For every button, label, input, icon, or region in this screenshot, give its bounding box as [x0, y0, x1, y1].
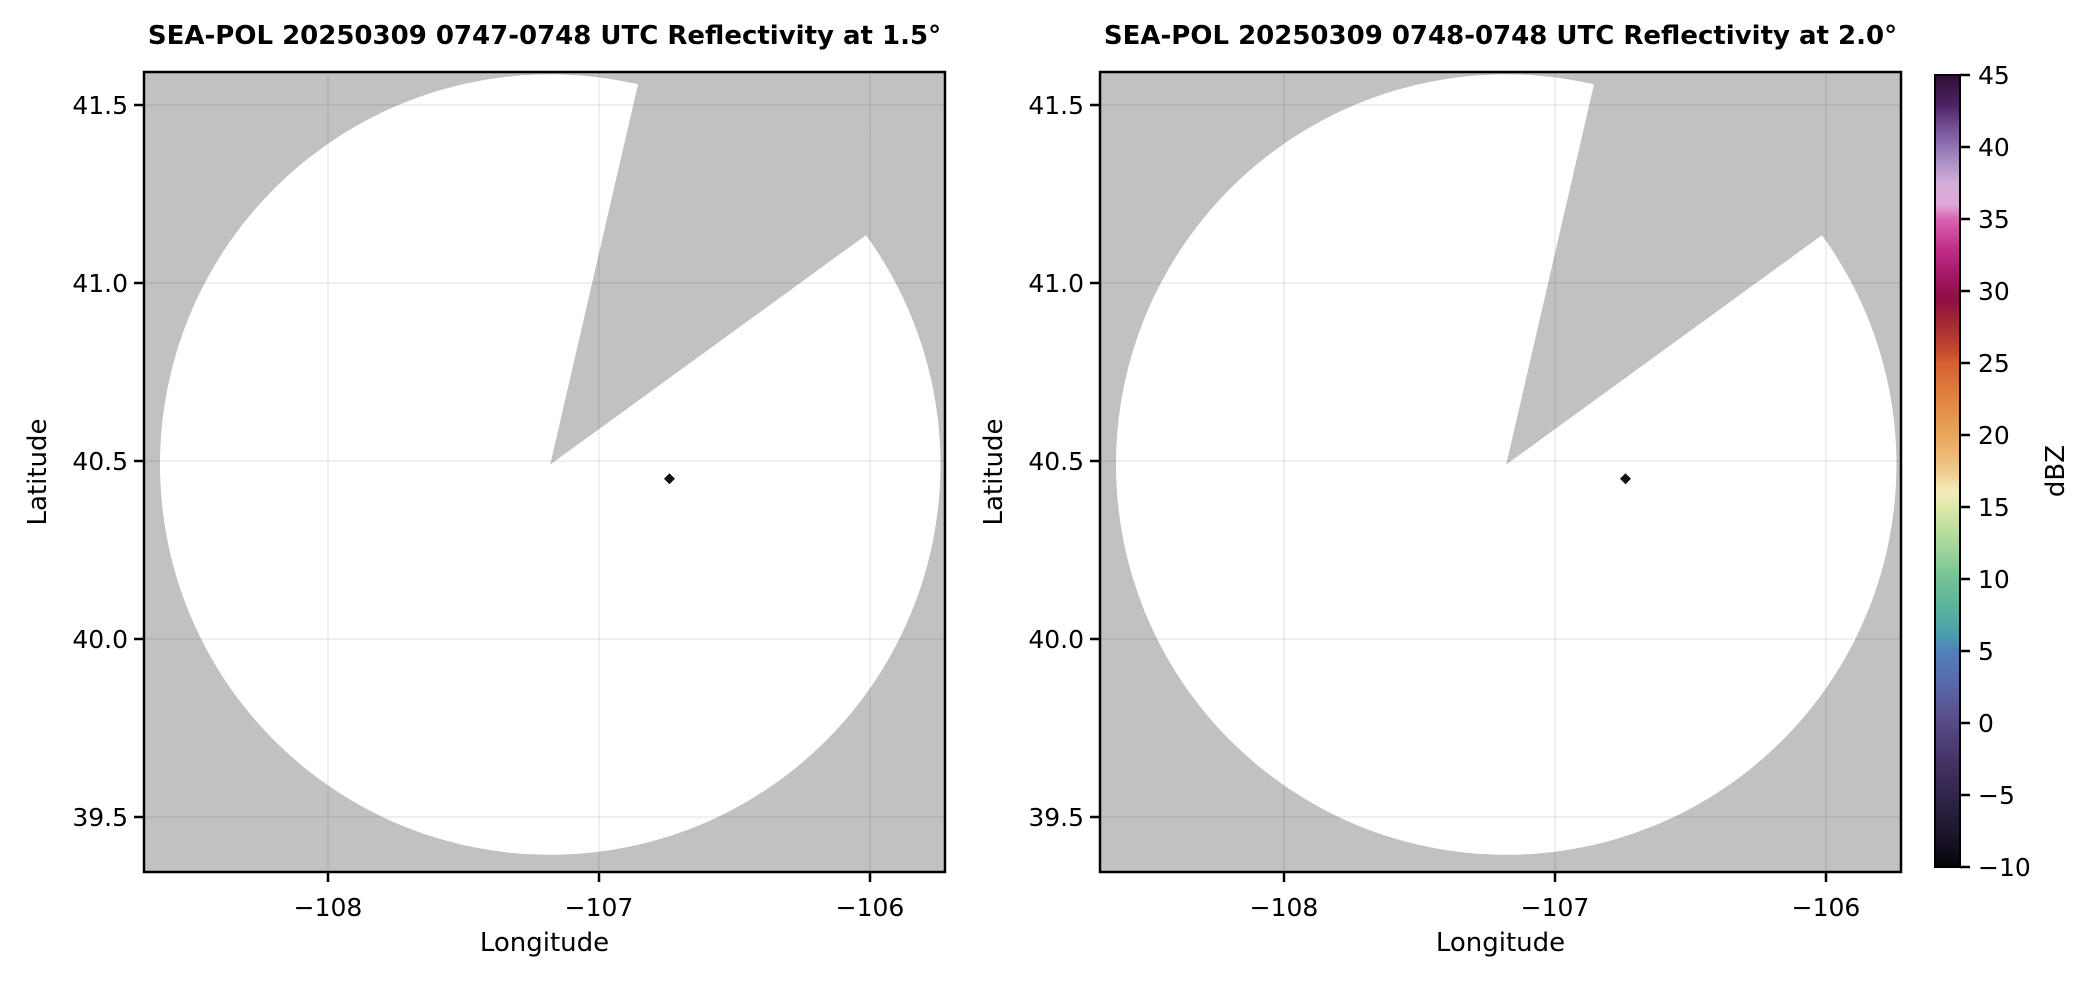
colorbar-ticks: [1960, 73, 1970, 869]
colorbar-label: dBZ: [2041, 444, 2071, 498]
y-axis-label-left: Latitude: [23, 418, 53, 526]
axes-frame: [142, 70, 947, 874]
y-axis-label-right: Latitude: [979, 418, 1009, 526]
x-axis-label-left: Longitude: [479, 928, 610, 958]
colorbar-tick-label: −10: [1978, 853, 2031, 882]
colorbar-tick-label: 10: [1978, 565, 2010, 594]
axes-frame: [1098, 70, 1903, 874]
axis-ticks: [134, 103, 872, 882]
gridlines: [1100, 72, 1901, 872]
colorbar-tick-label: 45: [1978, 61, 2010, 90]
y-tick-label: 40.5: [72, 447, 128, 476]
y-tick-label: 39.5: [1028, 803, 1084, 832]
colorbar-tick-label: 35: [1978, 205, 2010, 234]
panel-title-right: SEA-POL 20250309 0748-0748 UTC Reflectiv…: [1103, 21, 1898, 51]
x-tick-label: −108: [1250, 893, 1319, 922]
colorbar-tick-label: 30: [1978, 277, 2010, 306]
blocked-sector-wedge: [550, 72, 943, 465]
x-tick-label: −107: [1521, 893, 1590, 922]
y-tick-label: 41.0: [1028, 269, 1084, 298]
x-tick-label: −107: [565, 893, 634, 922]
colorbar-tick-label: 20: [1978, 421, 2010, 450]
colorbar-tick-label: 40: [1978, 133, 2010, 162]
colorbar-frame: [1934, 74, 1961, 868]
colorbar-tick-label: 0: [1978, 709, 1994, 738]
y-tick-label: 41.5: [1028, 91, 1084, 120]
radar-panel: −108 −107 −106 41.5 41.0 40.5 40.0 39.5: [1028, 70, 1903, 922]
echo-marker: [1619, 473, 1631, 485]
y-tick-label: 40.0: [72, 625, 128, 654]
blocked-sector-wedge: [1506, 72, 1899, 465]
axis-ticks: [1090, 103, 1828, 882]
y-tick-label: 41.0: [72, 269, 128, 298]
gridlines: [144, 72, 945, 872]
colorbar-tick-label: 15: [1978, 493, 2010, 522]
radar-panel: −108 −107 −106 41.5 41.0 40.5 40.0 39.5: [72, 70, 947, 922]
y-tick-label: 40.5: [1028, 447, 1084, 476]
panel-title-left: SEA-POL 20250309 0747-0748 UTC Reflectiv…: [147, 21, 942, 51]
y-tick-label: 39.5: [72, 803, 128, 832]
x-tick-label: −106: [1792, 893, 1861, 922]
colorbar-tick-label: 5: [1978, 637, 1994, 666]
colorbar-gradient: [1935, 75, 1960, 867]
echo-marker: [663, 473, 675, 485]
y-tick-label: 41.5: [72, 91, 128, 120]
x-tick-label: −108: [294, 893, 363, 922]
colorbar-tick-label: −5: [1978, 781, 2015, 810]
y-tick-label: 40.0: [1028, 625, 1084, 654]
colorbar-tick-label: 25: [1978, 349, 2010, 378]
x-axis-label-right: Longitude: [1435, 928, 1566, 958]
x-tick-label: −106: [836, 893, 905, 922]
